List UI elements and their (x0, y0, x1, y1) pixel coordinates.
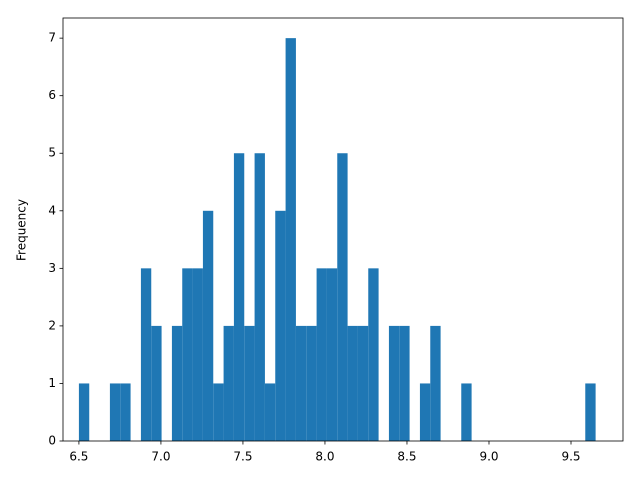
y-tick-label: 0 (48, 434, 56, 448)
x-tick-label: 9.5 (561, 450, 580, 464)
x-tick-label: 8.5 (397, 450, 416, 464)
y-tick-label: 2 (48, 318, 56, 332)
x-tick-label: 8.0 (315, 450, 334, 464)
bar (326, 268, 338, 441)
y-tick-label: 1 (48, 376, 56, 390)
x-tick-label: 9.0 (479, 450, 498, 464)
y-tick-label: 5 (48, 146, 56, 160)
y-tick-label: 4 (48, 203, 56, 217)
bar (275, 210, 286, 441)
bar (430, 325, 441, 441)
bar (223, 325, 234, 441)
x-tick-label: 7.5 (233, 450, 252, 464)
bar (357, 325, 369, 441)
bar (419, 383, 431, 441)
bar (151, 325, 162, 441)
bar (368, 268, 379, 441)
y-tick-label: 3 (48, 261, 56, 275)
bar (316, 268, 327, 441)
bar (295, 325, 307, 441)
bar (306, 325, 317, 441)
bar (285, 38, 296, 442)
bar (585, 383, 596, 441)
bar (337, 153, 348, 441)
bar (182, 268, 193, 441)
x-tick-label: 7.0 (151, 450, 170, 464)
bar (399, 325, 410, 441)
y-tick-label: 7 (48, 31, 56, 45)
bar (202, 210, 214, 441)
bar (213, 383, 224, 441)
bar (192, 268, 203, 441)
bar (78, 383, 90, 441)
bar (347, 325, 358, 441)
bar (244, 325, 255, 441)
x-tick-label: 6.5 (69, 450, 88, 464)
bar (233, 153, 245, 441)
bar (388, 325, 400, 441)
bar (254, 153, 265, 441)
y-axis-label: Frequency (15, 199, 29, 261)
bar (171, 325, 183, 441)
bar (120, 383, 131, 441)
y-tick-label: 6 (48, 88, 56, 102)
bar (264, 383, 276, 441)
bar (140, 268, 152, 441)
plot-frame (62, 17, 624, 442)
bar (461, 383, 472, 441)
bar (109, 383, 121, 441)
